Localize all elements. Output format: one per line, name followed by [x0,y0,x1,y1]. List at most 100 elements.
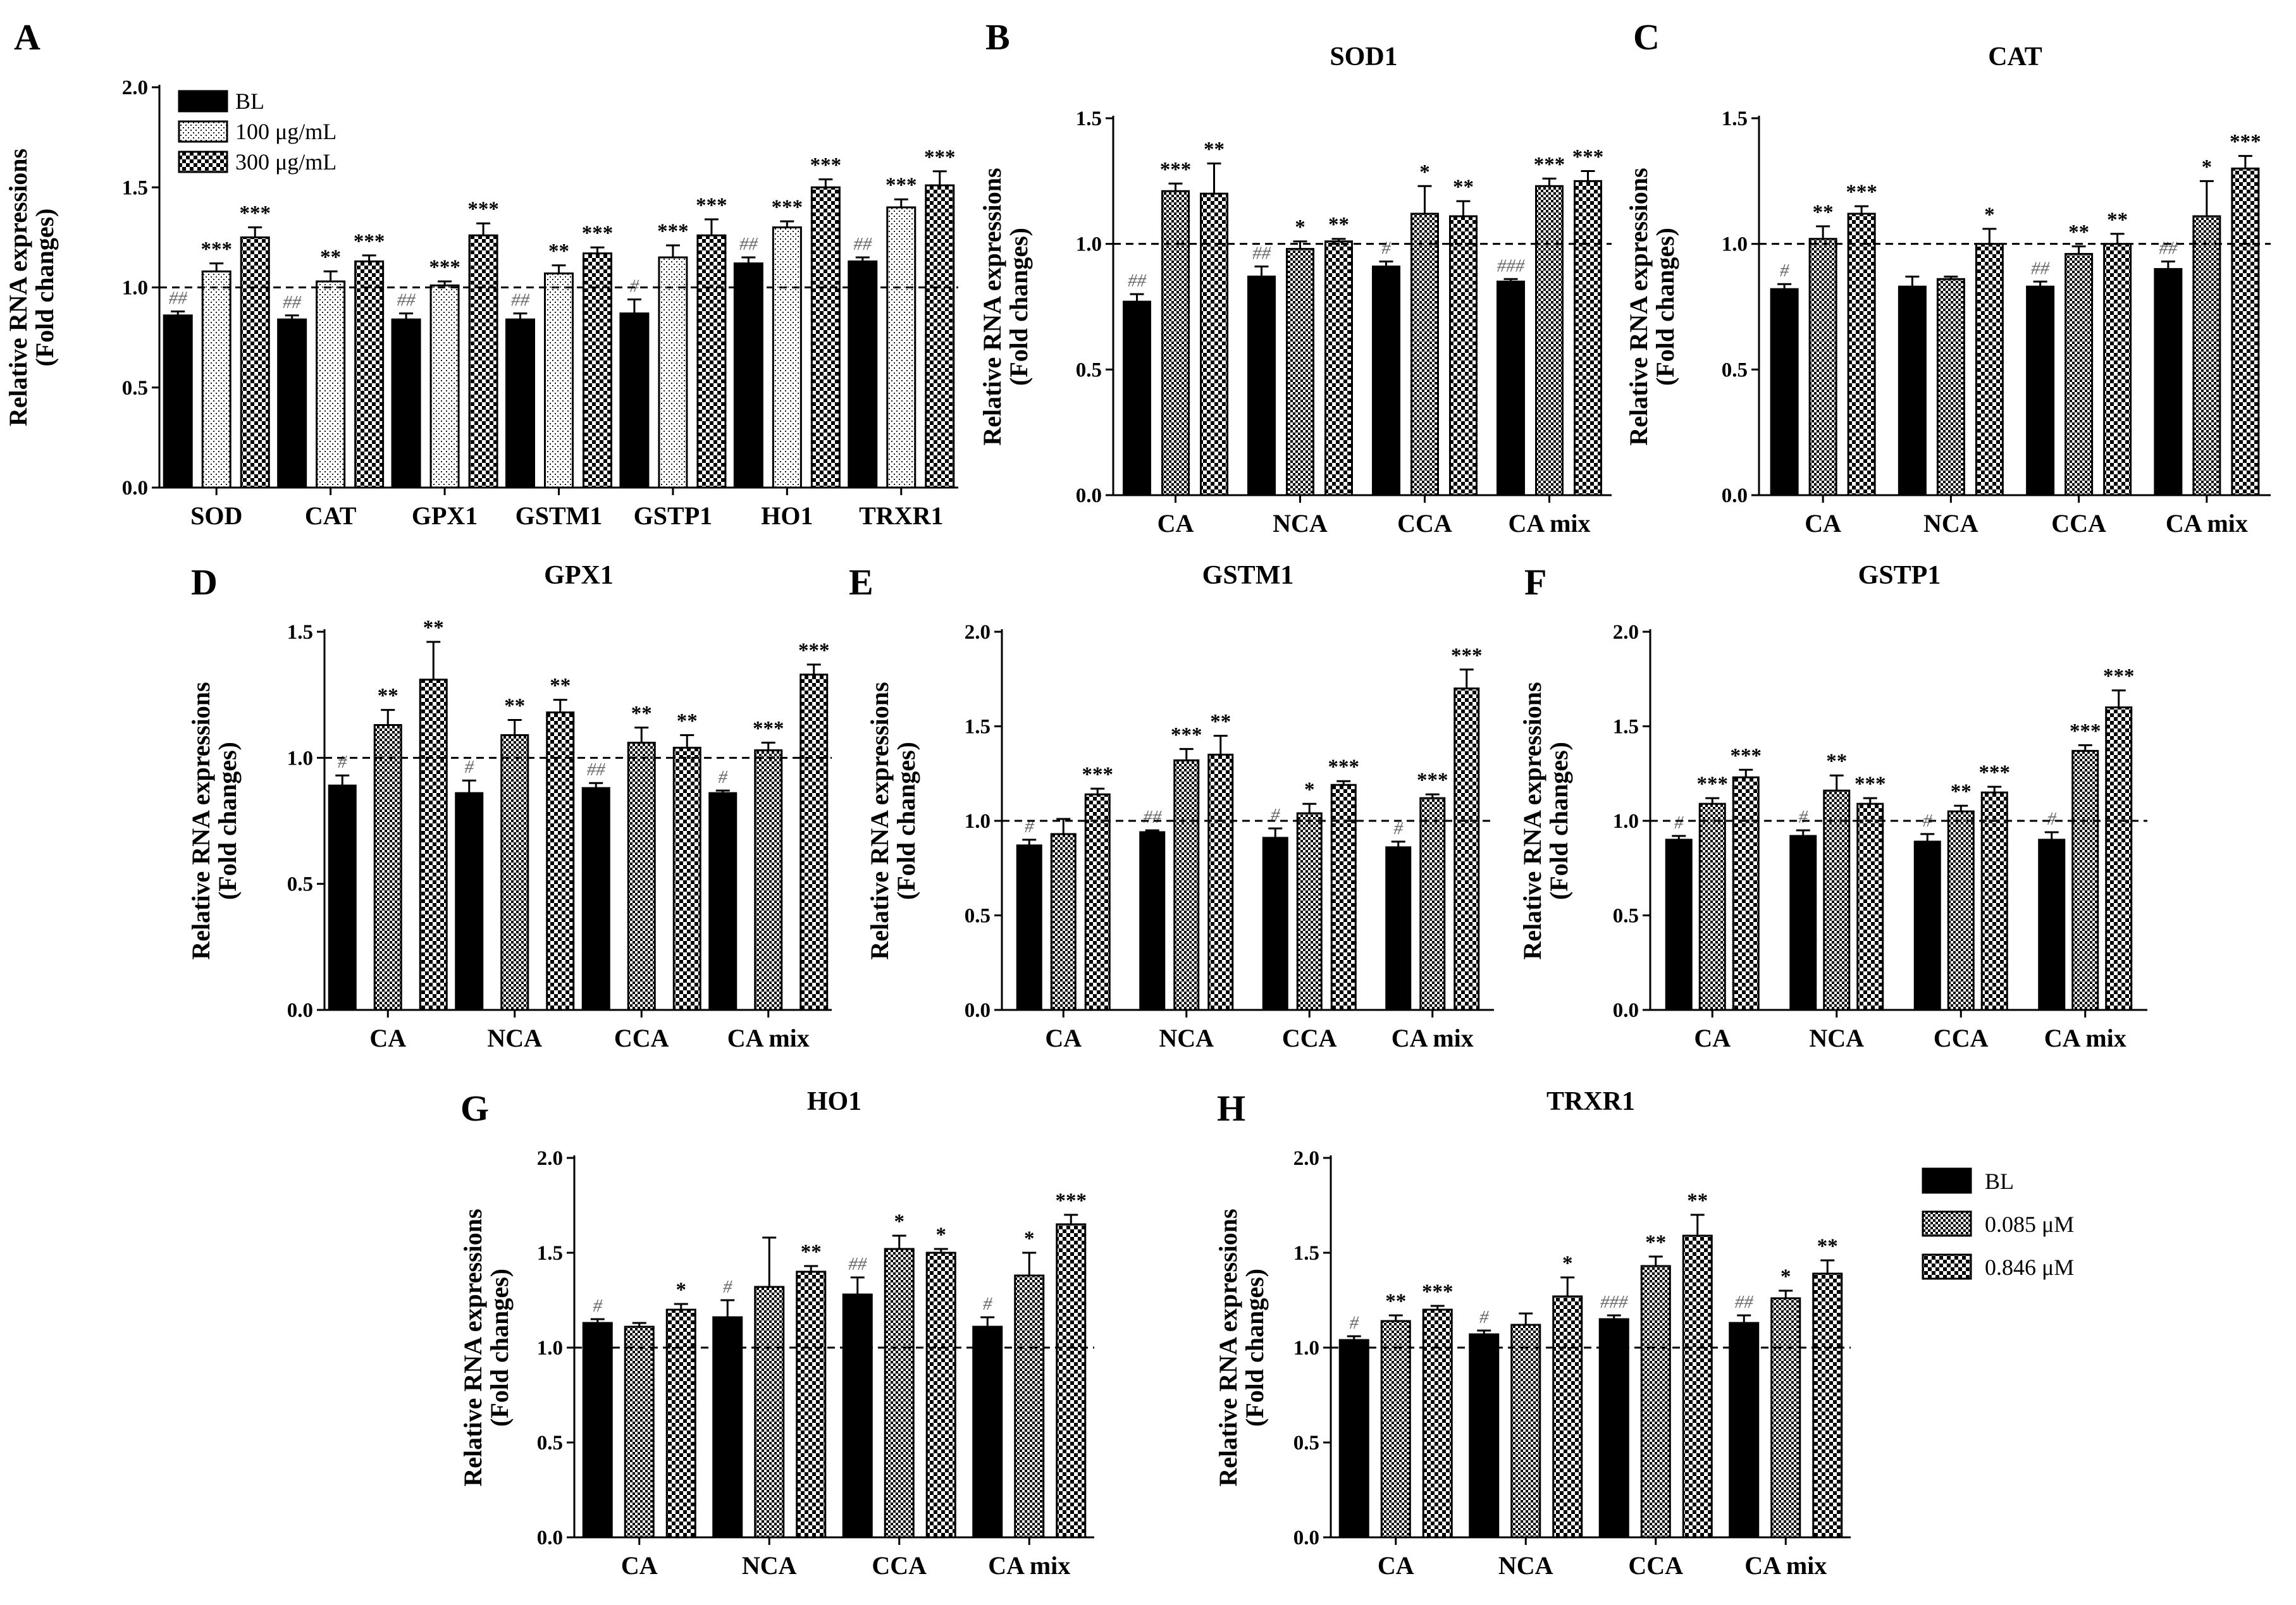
y-tick-label-d: 0.0 [287,999,313,1022]
significance-hash-f: # [2047,809,2057,829]
x-tick-label-a: GSTP1 [634,501,712,530]
bar-f-s3 [1856,802,1884,1011]
y-tick-label-e: 1.0 [965,810,991,833]
significance-hash-d: # [338,752,347,772]
bar-a-s2 [658,256,688,489]
bar-c-bl [2026,285,2055,496]
bar-h-s3 [1682,1234,1713,1539]
bar-h-s2 [1380,1320,1411,1539]
y-tick-label-b: 0.0 [1076,484,1102,507]
bar-f-s2 [1698,802,1726,1011]
significance-hash-d: ## [587,759,606,780]
bar-c-s3 [1975,243,2004,496]
bar-d-s3 [799,673,829,1011]
y-tick-label-h: 1.5 [1293,1242,1319,1265]
bar-e-s3 [1454,687,1480,1011]
chart-panel-h: H TRXR1 Relative RNA expressions(Fold chan… [1214,1087,1851,1580]
bar-e-bl [1262,837,1288,1011]
bar-b-s3 [1449,215,1478,496]
panel-title-b: SOD1 [1330,42,1397,71]
y-tick-label-h: 2.0 [1293,1147,1319,1170]
significance-star-h: ** [1817,1235,1838,1258]
y-tick-label-b: 1.5 [1076,108,1102,130]
x-tick-label-e: CCA [1282,1024,1337,1052]
significance-star-c: *** [1846,181,1877,204]
significance-star-f: ** [1951,780,1972,803]
significance-star-h: ** [1645,1231,1666,1254]
panel-letter-g: G [460,1088,489,1129]
x-tick-label-b: NCA [1273,509,1328,538]
significance-hash-e: ## [1143,807,1162,827]
significance-star-a: *** [239,202,271,225]
bar-b-s2 [1535,185,1564,496]
bar-f-s3 [1732,776,1760,1011]
significance-star-b: *** [1572,145,1604,168]
significance-hash-g: # [593,1296,603,1316]
bar-f-bl [1665,839,1693,1011]
legend-swatch-a-bl [178,90,228,113]
bar-g-s2 [754,1286,785,1539]
x-tick-label-c: CCA [2051,509,2106,538]
bar-g-s2 [1014,1274,1045,1539]
x-tick-label-d: CCA [614,1024,669,1052]
panel-title-c: CAT [1988,42,2042,71]
y-axis-label-e: Relative RNA expressions(Fold changes) [865,682,920,959]
significance-star-e: * [1304,778,1315,801]
panel-letter-b: B [985,16,1010,58]
bar-g-bl [842,1293,873,1539]
significance-hash-c: ## [2031,258,2050,278]
legend-swatch-h-bl [1922,1167,1972,1194]
y-tick-label-g: 1.0 [537,1337,563,1360]
bar-c-s2 [1808,238,1837,496]
y-axis-label-b: Relative RNA expressions(Fold changes) [978,168,1033,445]
panel-title-f: GSTP1 [1858,561,1941,590]
significance-hash-f: # [1799,807,1808,827]
legend-label-a-s2: 100 μg/mL [235,119,336,144]
bar-e-bl [1139,831,1166,1011]
x-tick-label-h: NCA [1498,1551,1553,1580]
significance-star-h: * [1562,1252,1573,1275]
significance-hash-c: ## [2159,238,2178,258]
significance-star-g: * [894,1210,905,1233]
significance-star-b: *** [1160,158,1192,181]
bar-a-bl [505,318,535,489]
y-tick-label-a: 0.5 [122,377,148,400]
bar-h-bl [1598,1318,1629,1539]
chart-panel-a: A Relative RNA expressions(Fold changes) 0… [4,16,958,530]
significance-star-b: ** [1204,138,1225,161]
significance-star-h: ** [1687,1190,1708,1212]
bar-b-bl [1372,265,1400,496]
significance-star-f: *** [2070,720,2101,742]
y-tick-label-h: 0.0 [1293,1527,1319,1549]
significance-hash-a: ## [169,288,188,308]
significance-star-a: ** [320,246,341,269]
y-tick-label-e: 0.5 [965,905,991,928]
significance-star-a: *** [354,230,385,253]
x-tick-label-c: NCA [1923,509,1978,538]
significance-hash-e: # [1025,816,1034,837]
y-tick-label-d: 1.0 [287,747,313,770]
y-tick-label-b: 0.5 [1076,359,1102,381]
bar-h-s2 [1770,1297,1801,1539]
x-tick-label-f: NCA [1809,1024,1864,1052]
significance-star-d: *** [753,717,784,740]
x-tick-label-e: CA mix [1392,1024,1474,1052]
bar-f-bl [1913,840,1941,1011]
bar-c-s2 [2065,253,2094,496]
significance-star-g: * [676,1279,687,1301]
y-tick-label-f: 0.5 [1613,905,1639,928]
y-axis-label-a: Relative RNA expressions(Fold changes) [4,149,59,426]
chart-panel-b: B SOD1 Relative RNA expressions(Fold chang… [978,16,1612,538]
significance-hash-g: ## [848,1254,867,1274]
bar-f-bl [2038,839,2066,1011]
significance-star-f: *** [1855,773,1886,796]
x-tick-label-a: GSTM1 [515,501,603,530]
panel-letter-d: D [191,562,218,603]
bar-a-s3 [925,184,955,489]
bar-h-s2 [1510,1324,1541,1539]
x-tick-label-a: SOD [190,501,242,530]
bar-f-bl [1789,835,1817,1011]
significance-hash-a: ## [397,290,416,311]
bar-c-s3 [2103,243,2132,496]
